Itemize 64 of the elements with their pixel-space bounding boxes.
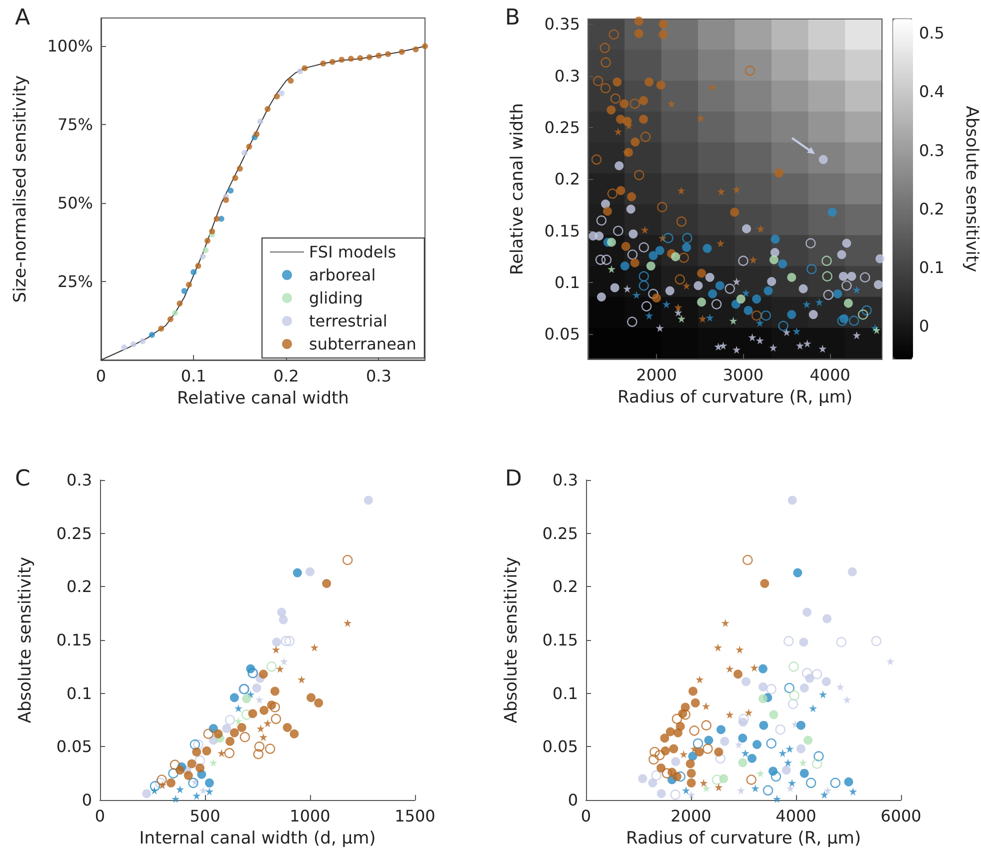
x-tick-label: 1500 — [394, 806, 436, 826]
x-axis-title: Relative canal width — [177, 388, 349, 408]
y-tick-label: 0.1 — [66, 684, 92, 703]
x-tick-label: 4000 — [810, 366, 850, 384]
y-axis-title: Relative canal width — [508, 103, 528, 275]
y-tick-label: 0.1 — [554, 273, 580, 292]
y-tick-label: 50% — [57, 194, 93, 213]
chart-title: A — [15, 6, 30, 30]
x-axis-title: Internal canal width (d, μm) — [139, 828, 376, 848]
color-bar-label: 0.1 — [919, 258, 944, 278]
legend-label: gliding — [309, 288, 363, 308]
x-tick-label: 0 — [96, 366, 106, 386]
x-tick-label: 0.1 — [180, 366, 206, 386]
x-axis-title: Radius of curvature (R, μm) — [618, 388, 852, 408]
color-bar-label: 0.3 — [919, 140, 944, 160]
legend-label: subterranean — [309, 334, 416, 354]
y-axis-title: Size-normalised sensitivity — [10, 75, 30, 303]
y-tick-label: 0.15 — [542, 630, 578, 650]
y-tick-label: 0 — [568, 790, 578, 810]
y-tick-label: 0.05 — [542, 737, 578, 756]
x-tick-label: 3000 — [722, 366, 764, 384]
legend-label: terrestrial — [309, 312, 388, 330]
y-tick-label: 0.3 — [552, 470, 578, 490]
x-tick-label: 0 — [580, 806, 592, 826]
y-axis-title: Absolute sensitivity — [16, 556, 36, 724]
x-tick-label: 2000 — [670, 806, 712, 826]
y-tick-label: 0.25 — [56, 524, 92, 543]
y-tick-label: 0.35 — [544, 14, 580, 34]
chart-title: C — [15, 466, 30, 492]
legend-label: FSI models — [309, 242, 396, 262]
x-tick-label: 4000 — [776, 806, 816, 826]
color-bar-title: Absolute sensitivity — [962, 106, 981, 272]
y-tick-label: 0.05 — [544, 324, 580, 344]
y-tick-label: 0.15 — [544, 221, 580, 240]
y-tick-label: 0.15 — [56, 630, 92, 650]
x-tick-label: 0.3 — [366, 366, 392, 386]
y-tick-label: 0 — [82, 790, 92, 810]
x-axis-title: Radius of curvature (R, μm) — [626, 828, 861, 848]
y-tick-label: 0.3 — [554, 66, 580, 86]
legend-label: arboreal — [309, 266, 376, 284]
y-tick-label: 0.2 — [66, 577, 92, 596]
y-tick-label: 0.1 — [552, 684, 578, 703]
y-tick-label: 0.3 — [66, 470, 92, 490]
color-bar-label: 0.5 — [919, 24, 944, 43]
chart-title: B — [505, 6, 520, 30]
y-tick-label: 100% — [47, 36, 93, 56]
x-tick-label: 6000 — [880, 806, 922, 826]
y-tick-label: 0.25 — [544, 118, 580, 138]
x-tick-label: 2000 — [636, 366, 677, 384]
color-bar-label: 0.2 — [919, 199, 944, 218]
y-axis-title: Absolute sensitivity — [502, 556, 522, 724]
color-bar-label: 0.4 — [919, 82, 944, 102]
x-tick-label: 1000 — [290, 806, 330, 826]
y-tick-label: 0.2 — [554, 170, 580, 189]
y-tick-label: 75% — [57, 115, 93, 134]
y-tick-label: 25% — [57, 272, 93, 292]
y-tick-label: 0.2 — [552, 577, 578, 596]
x-tick-label: 0.2 — [273, 366, 299, 386]
x-tick-label: 0 — [94, 806, 106, 826]
chart-title: D — [505, 466, 522, 492]
y-tick-label: 0.25 — [542, 524, 578, 543]
x-tick-label: 500 — [190, 806, 220, 826]
color-bar-label: 0 — [919, 316, 930, 336]
y-tick-label: 0.05 — [56, 737, 92, 756]
